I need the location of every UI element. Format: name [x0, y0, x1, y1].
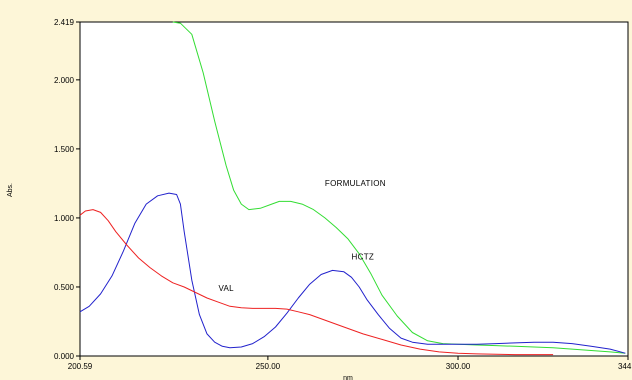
annotation-formulation: FORMULATION — [325, 179, 386, 188]
x-axis-label: nm — [343, 375, 353, 380]
plot-area — [79, 21, 629, 357]
series-layer — [79, 21, 626, 356]
curve-annotations: FORMULATION HCTZ VAL — [218, 179, 385, 293]
y-tick-label: 2.419 — [54, 18, 75, 27]
y-tick-label: 1.000 — [54, 214, 75, 223]
y-tick-label: 0.000 — [54, 352, 75, 361]
series-formulation-line — [172, 21, 626, 354]
y-axis-label: Abs. — [7, 183, 14, 197]
annotation-val: VAL — [218, 284, 234, 293]
x-tick-label: 250.00 — [256, 362, 281, 371]
y-axis-ticks: 0.000 0.500 1.000 1.500 2.000 2.419 — [54, 18, 80, 361]
x-tick-label: 200.59 — [68, 362, 93, 371]
series-hctz-line — [79, 192, 626, 354]
series-val-line — [79, 209, 554, 356]
annotation-hctz: HCTZ — [352, 252, 375, 261]
x-tick-label: 344.7 — [618, 362, 632, 371]
x-tick-label: 300.00 — [446, 362, 471, 371]
y-tick-label: 1.500 — [54, 145, 75, 154]
y-tick-label: 0.500 — [54, 283, 75, 292]
y-tick-label: 2.000 — [54, 76, 75, 85]
x-axis-ticks: 200.59 250.00 300.00 344.7 — [68, 356, 632, 371]
